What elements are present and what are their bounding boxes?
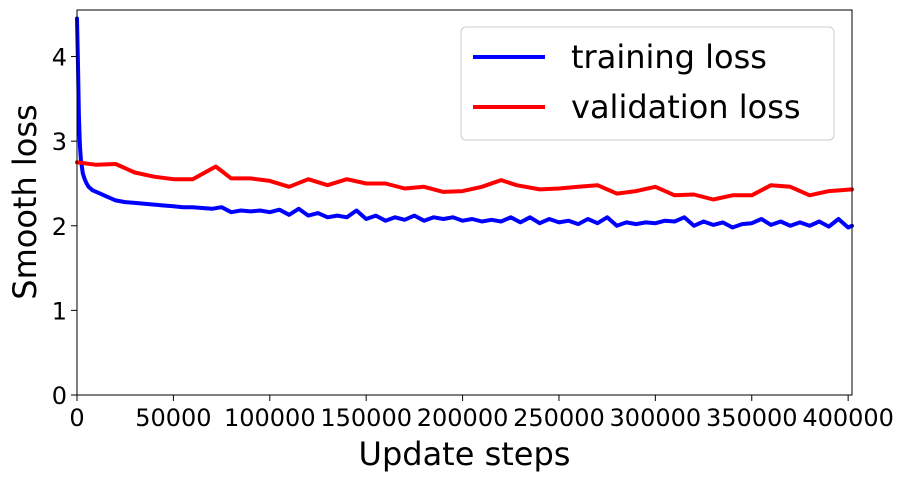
legend: training loss validation loss [460,26,835,141]
y-tick-label: 4 [52,44,67,72]
legend-label-training: training loss [571,38,767,76]
x-tick-label: 150000 [320,404,412,432]
x-tick-label: 100000 [224,404,316,432]
x-tick-label: 350000 [706,404,798,432]
y-tick-label: 0 [52,382,67,410]
y-tick-label: 3 [52,128,67,156]
legend-label-validation: validation loss [571,88,801,126]
x-tick-label: 300000 [610,404,702,432]
x-tick-label: 0 [69,404,84,432]
x-axis: 0 50000 100000 150000 200000 250000 300000 3500… [69,395,894,432]
x-tick-label: 200000 [417,404,509,432]
y-tick-label: 2 [52,213,67,241]
validation-loss-line [75,160,854,202]
legend-box [460,26,835,141]
training-loss-line [75,16,854,230]
x-axis-title: Update steps [359,435,571,473]
y-axis: 0 1 2 3 4 [52,44,77,410]
plot-frame [76,9,853,396]
x-tick-label: 50000 [135,404,211,432]
y-tick-label: 1 [52,297,67,325]
x-tick-label: 400000 [802,404,894,432]
y-axis-title: Smooth loss [6,104,44,299]
x-tick-label: 250000 [513,404,605,432]
series-layer [75,16,854,230]
